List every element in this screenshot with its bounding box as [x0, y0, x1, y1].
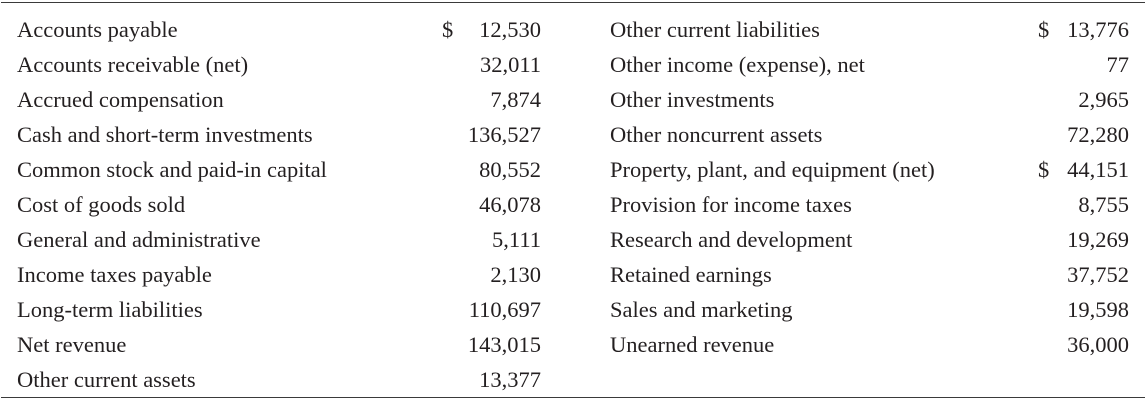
- account-name: Retained earnings: [610, 262, 772, 287]
- account-name: Property, plant, and equipment (net): [610, 157, 935, 182]
- currency-symbol: $: [1038, 17, 1050, 42]
- table-row: Long-term liabilities 110,697: [17, 292, 541, 327]
- account-name: Common stock and paid-in capital: [17, 157, 327, 182]
- account-name: Other current assets: [17, 367, 196, 392]
- account-name: Cash and short-term investments: [17, 122, 313, 147]
- account-name: Cost of goods sold: [17, 192, 186, 217]
- table-row: Accrued compensation 7,874: [17, 82, 541, 117]
- account-amount: 13,776: [1067, 17, 1129, 42]
- account-amount: 32,011: [479, 52, 541, 77]
- account-amount: 19,598: [1067, 297, 1129, 322]
- table-row: Sales and marketing 19,598: [610, 292, 1129, 327]
- account-name: Accrued compensation: [17, 87, 224, 112]
- account-amount: 136,527: [467, 122, 541, 147]
- table-row: Provision for income taxes 8,755: [610, 187, 1129, 222]
- account-amount: 7,874: [490, 87, 541, 112]
- account-name: Sales and marketing: [610, 297, 793, 322]
- account-name: General and administrative: [17, 227, 261, 252]
- table-row: Common stock and paid-in capital 80,552: [17, 152, 541, 187]
- account-name: Other income (expense), net: [610, 52, 865, 77]
- account-amount: 37,752: [1067, 262, 1129, 287]
- table-row: Cost of goods sold 46,078: [17, 187, 541, 222]
- account-amount: 8,755: [1078, 192, 1129, 217]
- account-name: Unearned revenue: [610, 332, 775, 357]
- account-amount: 2,130: [490, 262, 541, 287]
- table-row: Income taxes payable 2,130: [17, 257, 541, 292]
- table-row: Cash and short-term investments 136,527: [17, 117, 541, 152]
- currency-symbol: $: [442, 17, 454, 42]
- account-amount: 2,965: [1078, 87, 1129, 112]
- account-name: Income taxes payable: [17, 262, 212, 287]
- currency-symbol: $: [1038, 157, 1050, 182]
- account-name: Other investments: [610, 87, 775, 112]
- account-amount: 72,280: [1067, 122, 1129, 147]
- account-name: Net revenue: [17, 332, 127, 357]
- table-row: Research and development 19,269: [610, 222, 1129, 257]
- table-row: General and administrative 5,111: [17, 222, 541, 257]
- account-amount: 80,552: [479, 157, 541, 182]
- table-row: Accounts payable $12,530: [17, 12, 541, 47]
- table-row: Unearned revenue 36,000: [610, 327, 1129, 362]
- table-row: Other noncurrent assets 72,280: [610, 117, 1129, 152]
- table-row: Other current assets 13,377: [17, 362, 541, 397]
- table-row: Other income (expense), net 77: [610, 47, 1129, 82]
- table-row: Other current liabilities $13,776: [610, 12, 1129, 47]
- table-row: Retained earnings 37,752: [610, 257, 1129, 292]
- account-amount: 5,111: [492, 227, 541, 252]
- table-row: Property, plant, and equipment (net) $44,…: [610, 152, 1129, 187]
- account-amount: 46,078: [479, 192, 541, 217]
- account-amount: 110,697: [468, 297, 541, 322]
- account-name: Long-term liabilities: [17, 297, 203, 322]
- account-amount: 44,151: [1067, 157, 1129, 182]
- account-name: Accounts receivable (net): [17, 52, 249, 77]
- table-column-right: Other current liabilities $13,776 Other i…: [610, 12, 1129, 362]
- table-row: Net revenue 143,015: [17, 327, 541, 362]
- table-column-left: Accounts payable $12,530 Accounts receiva…: [17, 12, 541, 397]
- account-amount: 13,377: [479, 367, 541, 392]
- account-name: Research and development: [610, 227, 853, 252]
- account-amount: 19,269: [1067, 227, 1129, 252]
- account-amount: 12,530: [479, 17, 541, 42]
- account-amount: 143,015: [467, 332, 541, 357]
- account-name: Other current liabilities: [610, 17, 820, 42]
- account-name: Provision for income taxes: [610, 192, 852, 217]
- account-name: Accounts payable: [17, 17, 178, 42]
- account-amount: 36,000: [1067, 332, 1129, 357]
- table-row: Accounts receivable (net) 32,011: [17, 47, 541, 82]
- table-row: Other investments 2,965: [610, 82, 1129, 117]
- account-name: Other noncurrent assets: [610, 122, 823, 147]
- account-amount: 77: [1106, 52, 1130, 77]
